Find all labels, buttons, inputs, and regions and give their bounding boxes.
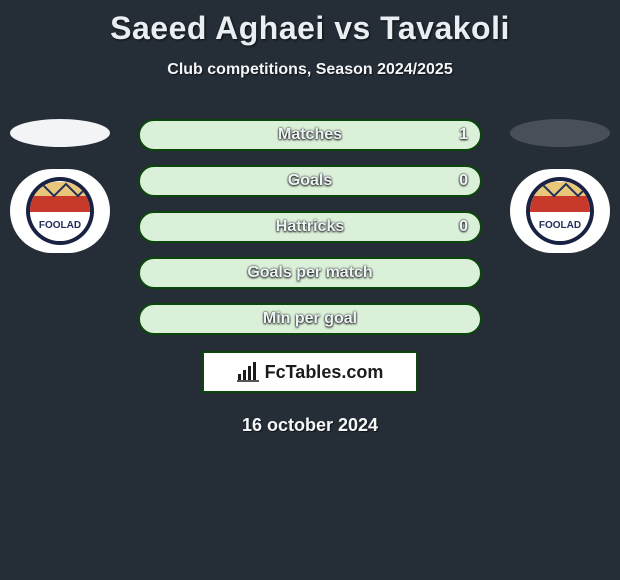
stat-right-value: 0 <box>459 218 468 236</box>
svg-text:FOOLAD: FOOLAD <box>539 220 581 231</box>
stat-row-matches: Matches 1 <box>138 119 482 151</box>
stats-rows: Matches 1 Goals 0 Hattricks 0 Goals per … <box>138 119 482 335</box>
brand-text: FcTables.com <box>265 362 384 383</box>
svg-text:FOOLAD: FOOLAD <box>39 220 81 231</box>
stat-row-min-per-goal: Min per goal <box>138 303 482 335</box>
stat-label: Matches <box>278 126 342 144</box>
stat-label: Hattricks <box>276 218 344 236</box>
stat-label: Min per goal <box>263 310 357 328</box>
avatar-placeholder-right <box>510 119 610 147</box>
stat-label: Goals per match <box>247 264 372 282</box>
avatar-placeholder-left <box>10 119 110 147</box>
club-badge-right: FOOLAD <box>510 169 610 253</box>
stat-row-goals: Goals 0 <box>138 165 482 197</box>
page-title: Saeed Aghaei vs Tavakoli <box>0 0 620 47</box>
foolad-crest-icon: FOOLAD <box>20 176 100 246</box>
club-badge-left: FOOLAD <box>10 169 110 253</box>
stat-row-goals-per-match: Goals per match <box>138 257 482 289</box>
subtitle: Club competitions, Season 2024/2025 <box>0 61 620 79</box>
stat-row-hattricks: Hattricks 0 <box>138 211 482 243</box>
player-right-slot: FOOLAD <box>510 119 610 253</box>
bar-chart-icon <box>237 362 259 382</box>
date-text: 16 october 2024 <box>0 415 620 436</box>
stat-label: Goals <box>288 172 332 190</box>
foolad-crest-icon: FOOLAD <box>520 176 600 246</box>
stat-right-value: 1 <box>459 126 468 144</box>
comparison-area: FOOLAD FOOLAD <box>0 119 620 436</box>
player-left-slot: FOOLAD <box>10 119 110 253</box>
brand-box: FcTables.com <box>202 351 418 393</box>
stat-right-value: 0 <box>459 172 468 190</box>
